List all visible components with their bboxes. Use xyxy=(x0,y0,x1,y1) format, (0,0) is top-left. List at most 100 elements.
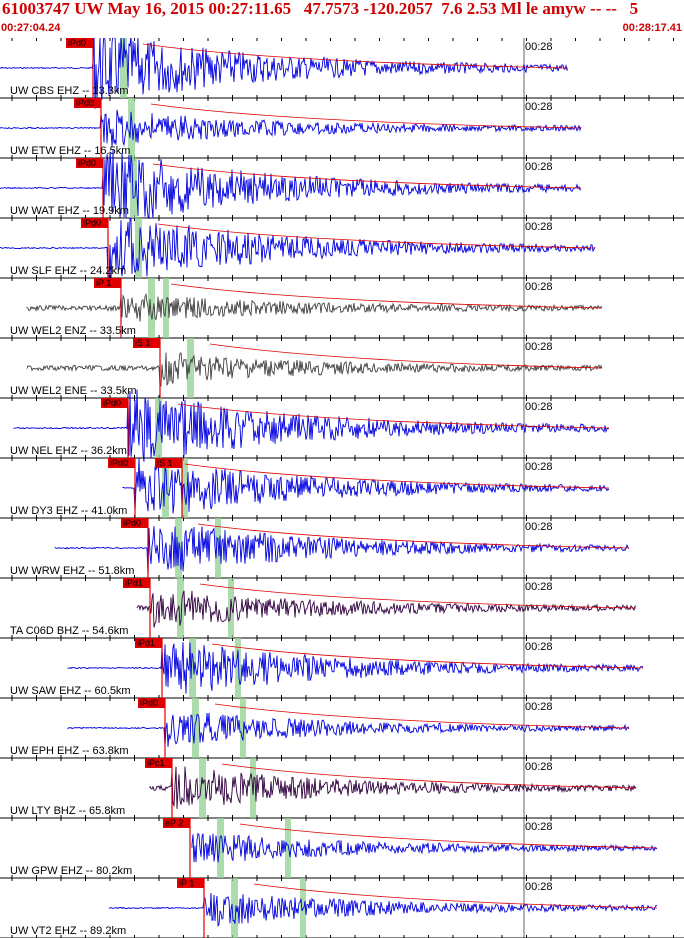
p-pick-label: iPd0 xyxy=(68,38,86,48)
station-label: UW VT2 EHZ -- 89.2km xyxy=(10,925,126,937)
p-pick-label: iP 1 xyxy=(179,878,194,888)
p-pick-flag[interactable] xyxy=(163,818,190,828)
trace-panel[interactable]: 00:28 iPd0 UW WAT EHZ -- 19.9km xyxy=(0,148,684,220)
coda-curve xyxy=(197,523,630,549)
coda-curve xyxy=(221,763,637,789)
coda-curve xyxy=(253,883,658,909)
station-label: UW NEL EHZ -- 36.2km xyxy=(10,445,127,457)
waveform xyxy=(0,217,596,284)
p-theory-band xyxy=(148,278,155,338)
s-pick-label: iS 1 xyxy=(157,458,173,468)
trace-panel[interactable]: 00:28 iPd0 UW SLF EHZ -- 24.2km xyxy=(0,217,684,284)
p-pick-flag[interactable] xyxy=(76,158,103,168)
coda-curve xyxy=(184,463,610,489)
minute-label: 00:28 xyxy=(525,701,553,713)
s-pick-flag[interactable] xyxy=(155,458,182,468)
p-theory-band xyxy=(162,458,169,518)
coda-curve xyxy=(239,823,658,849)
p-theory-band xyxy=(130,158,137,218)
coda-curve xyxy=(177,403,610,429)
p-theory-band xyxy=(187,338,194,398)
s-theory-band xyxy=(235,638,241,698)
waveform xyxy=(26,352,603,387)
station-label: UW WEL2 ENZ -- 33.5km xyxy=(10,325,136,337)
waveform xyxy=(67,712,630,747)
p-pick-flag[interactable] xyxy=(74,98,101,108)
event-title: 61003747 UW May 16, 2015 00:27:11.65 47.… xyxy=(2,0,639,18)
p-pick-label: eP 2 xyxy=(165,818,183,828)
coda-curve xyxy=(157,223,596,249)
coda-curve xyxy=(209,343,603,369)
station-label: UW SAW EHZ -- 60.5km xyxy=(10,685,131,697)
station-label: UW ETW EHZ -- 16.5km xyxy=(10,145,130,157)
trace-panel[interactable]: 00:28 iPd0 iS 1 UW DY3 EHZ -- 41.0km xyxy=(0,458,684,519)
minute-label: 00:28 xyxy=(525,101,553,113)
minute-label: 00:28 xyxy=(525,521,553,533)
trace-panel[interactable]: 00:28 iPd1 TA C06D BHZ -- 54.6km xyxy=(0,578,684,639)
waveform xyxy=(136,590,637,628)
window-start-time: 00:27:04.24 xyxy=(1,22,61,34)
minute-label: 00:28 xyxy=(525,161,553,173)
coda-curve xyxy=(199,583,637,609)
trace-panel[interactable]: 00:28 iP 1 UW VT2 EHZ -- 89.2km xyxy=(0,878,684,938)
s-theory-band xyxy=(215,518,221,578)
minute-label: 00:28 xyxy=(525,641,553,653)
p-theory-band xyxy=(177,578,184,638)
waveform xyxy=(122,458,610,514)
p-pick-label: iPd0 xyxy=(103,398,121,408)
p-theory-band xyxy=(231,878,238,938)
p-pick-flag[interactable] xyxy=(81,218,108,228)
p-theory-band xyxy=(120,38,127,98)
p-pick-label: iPd0 xyxy=(83,218,101,228)
station-label: UW SLF EHZ -- 24.2km xyxy=(10,265,126,277)
waveform xyxy=(0,38,569,109)
p-theory-band xyxy=(135,218,142,278)
p-pick-flag[interactable] xyxy=(66,38,93,48)
coda-curve xyxy=(152,163,582,189)
p-theory-band xyxy=(128,98,135,158)
trace-panel[interactable]: 00:28 iS 1 UW WEL2 ENE -- 33.5km xyxy=(0,338,684,399)
p-pick-flag[interactable] xyxy=(138,698,165,708)
trace-panel[interactable]: 00:28 iP 1 UW WEL2 ENZ -- 33.5km xyxy=(0,278,684,339)
station-label: UW DY3 EHZ -- 41.0km xyxy=(10,505,127,517)
minute-label: 00:28 xyxy=(525,821,553,833)
p-pick-flag[interactable] xyxy=(177,878,204,888)
p-pick-flag[interactable] xyxy=(133,338,160,348)
p-pick-label: iPc1 xyxy=(147,758,165,768)
trace-panel[interactable]: 00:28 eP 2 UW GPW EHZ -- 80.2km xyxy=(0,818,684,879)
trace-panel[interactable]: 00:28 iPd0 UW ETW EHZ -- 16.5km xyxy=(0,98,684,159)
p-pick-flag[interactable] xyxy=(145,758,172,768)
minute-label: 00:28 xyxy=(525,761,553,773)
p-pick-flag[interactable] xyxy=(121,518,148,528)
coda-curve xyxy=(142,43,569,69)
event-header: 61003747 UW May 16, 2015 00:27:11.65 47.… xyxy=(0,0,684,38)
waveform xyxy=(108,892,658,927)
waveform xyxy=(13,389,610,462)
station-label: UW CBS EHZ -- 13.3km xyxy=(10,85,129,97)
trace-panel[interactable]: 00:28 iPd0 UW NEL EHZ -- 36.2km xyxy=(0,389,684,462)
minute-label: 00:28 xyxy=(525,401,553,413)
trace-panel[interactable]: 00:28 iPd1 UW SAW EHZ -- 60.5km xyxy=(0,638,684,699)
p-pick-label: iPd0 xyxy=(140,698,158,708)
trace-panel[interactable]: 00:28 iPc1 UW LTY BHZ -- 65.8km xyxy=(0,758,684,819)
trace-panel[interactable]: 00:28 iPd0 UW WRW EHZ -- 51.8km xyxy=(0,518,684,579)
p-pick-flag[interactable] xyxy=(123,578,150,588)
p-pick-flag[interactable] xyxy=(101,398,128,408)
p-pick-label: iPd0 xyxy=(123,518,141,528)
coda-curve xyxy=(170,283,603,309)
p-theory-band xyxy=(217,818,224,878)
station-label: UW WEL2 ENE -- 33.5km xyxy=(10,385,137,397)
p-pick-flag[interactable] xyxy=(108,458,135,468)
p-pick-flag[interactable] xyxy=(94,278,121,288)
coda-curve xyxy=(214,703,630,729)
waveform xyxy=(54,526,630,577)
trace-panel[interactable]: 00:28 iPd0 UW EPH EHZ -- 63.8km xyxy=(0,698,684,759)
station-label: UW EPH EHZ -- 63.8km xyxy=(10,745,129,757)
waveform xyxy=(26,292,603,322)
minute-label: 00:28 xyxy=(525,881,553,893)
p-pick-label: iP 1 xyxy=(96,278,111,288)
minute-label: 00:28 xyxy=(525,581,553,593)
p-pick-flag[interactable] xyxy=(135,638,162,648)
